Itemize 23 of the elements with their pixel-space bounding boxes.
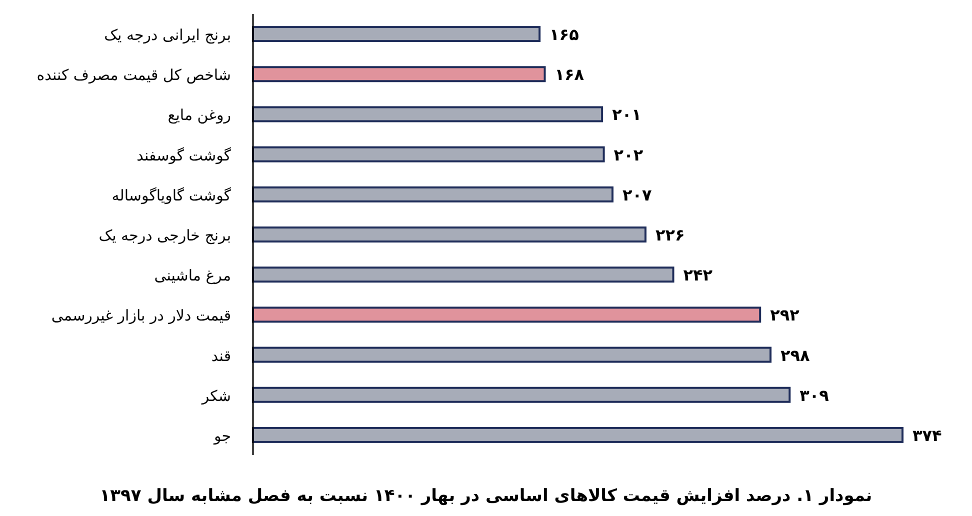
data-label: ۳۷۴ [912, 426, 942, 445]
data-label: ۲۹۲ [770, 306, 800, 325]
y-tick-label: برنج ایرانی درجه یک [104, 26, 231, 44]
y-tick-label: جو [212, 426, 231, 445]
y-tick-label: گوشت گاویاگوساله [112, 186, 232, 204]
y-tick-label: شاخص کل قیمت مصرف کننده [36, 66, 231, 84]
data-label: ۲۰۲ [614, 145, 644, 164]
data-label: ۳۰۹ [800, 386, 830, 405]
data-label: ۲۲۶ [655, 226, 685, 244]
data-label: ۲۰۷ [622, 185, 652, 204]
y-tick-label: قند [211, 346, 231, 365]
data-label: ۲۹۸ [780, 346, 810, 365]
y-tick-label: قیمت دلار در بازار غیررسمی [51, 306, 231, 325]
data-label: ۱۶۸ [554, 65, 584, 84]
data-label: ۱۶۵ [550, 25, 580, 44]
y-tick-label: مرغ ماشینی [154, 266, 231, 285]
y-tick-label: شکر [200, 386, 231, 405]
data-label: ۲۰۱ [612, 105, 642, 124]
y-tick-label: برنج خارجی درجه یک [98, 226, 231, 244]
y-tick-label: گوشت گوسفند [136, 146, 232, 164]
y-tick-label: روغن مایع [168, 106, 231, 124]
data-label: ۲۴۲ [683, 266, 713, 285]
text: نمودار ۱. درصد افزایش قیمت کالاهای اساسی در بهار ۱۴۰۰ نسبت به فصل مشابه سال ۱۳۹۷ [100, 486, 872, 506]
